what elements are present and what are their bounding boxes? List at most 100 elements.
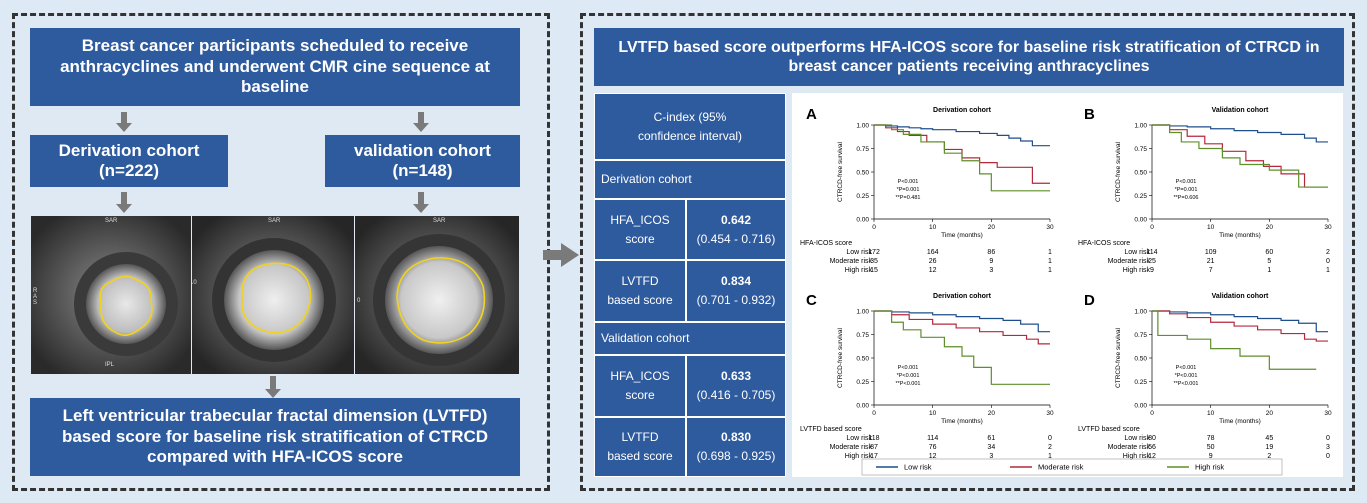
y-tick-label: 0.25 <box>1134 379 1147 386</box>
x-axis-label: Time (months) <box>1219 232 1261 239</box>
x-tick-label: 20 <box>988 410 996 417</box>
x-tick-label: 30 <box>1046 410 1054 417</box>
p-value-label: *P<0.001 <box>1175 373 1198 379</box>
risk-count: 12 <box>1148 453 1156 460</box>
risk-count: 1 <box>1048 453 1052 460</box>
chart-title: Validation cohort <box>1212 293 1269 300</box>
row-ci-hfa-derivation: (0.454 - 0.716) <box>696 231 776 246</box>
risk-count: 1 <box>1267 267 1271 274</box>
risk-row-label: Low risk <box>846 249 872 256</box>
risk-count: 76 <box>929 444 937 451</box>
risk-count: 1 <box>1048 249 1052 256</box>
x-tick-label: 10 <box>929 410 937 417</box>
km-curve-moderate-risk <box>874 310 1050 345</box>
x-tick-label: 20 <box>988 224 996 231</box>
risk-count: 164 <box>927 249 939 256</box>
y-tick-label: 0.25 <box>1134 193 1147 200</box>
x-tick-label: 30 <box>1324 224 1332 231</box>
mri-label-left: R A S <box>33 288 38 306</box>
risk-table-title: LVTFD based score <box>800 426 862 433</box>
row-value-hfa-validation: 0.633 <box>720 369 752 384</box>
y-tick-label: 0.00 <box>856 217 869 224</box>
km-charts-svg: A Derivation cohort 0.00 0.25 0.50 0.75 1.00 0 1… <box>800 106 1332 476</box>
risk-count: 9 <box>1209 453 1213 460</box>
km-curve-high-risk <box>874 310 1050 385</box>
mri-scale-10: 10 <box>192 280 197 286</box>
risk-count: 2 <box>1048 444 1052 451</box>
risk-count: 56 <box>1148 444 1156 451</box>
legend-box <box>861 458 1283 476</box>
risk-count: 26 <box>929 258 937 265</box>
y-axis-label: CTRCD-free survival <box>837 141 844 202</box>
risk-count: 2 <box>1326 249 1330 256</box>
x-axis-label: Time (months) <box>1219 418 1261 425</box>
km-curve-low-risk <box>874 124 1050 147</box>
risk-row-label: High risk <box>845 267 873 274</box>
risk-count: 0 <box>1326 258 1330 265</box>
x-axis-label: Time (months) <box>941 418 983 425</box>
risk-count: 7 <box>1209 267 1213 274</box>
legend-label: High risk <box>1195 463 1224 472</box>
risk-count: 0 <box>1326 435 1330 442</box>
risk-count: 25 <box>1148 258 1156 265</box>
y-tick-label: 0.00 <box>856 403 869 410</box>
mri-label-top-2: SAR <box>268 218 281 224</box>
panel-letter: B <box>1084 106 1095 123</box>
risk-count: 12 <box>929 453 937 460</box>
y-tick-label: 0.00 <box>1134 403 1147 410</box>
x-tick-label: 0 <box>872 410 876 417</box>
table-validation-label: Validation cohort <box>594 322 786 355</box>
risk-row-label: Low risk <box>1124 435 1150 442</box>
y-tick-label: 0.75 <box>856 332 869 339</box>
risk-count: 3 <box>1326 444 1330 451</box>
cmr-image-2: SAR 10 <box>192 216 354 374</box>
p-value-label: *P<0.001 <box>897 373 920 379</box>
y-tick-label: 0.50 <box>1134 170 1147 177</box>
risk-table-title: LVTFD based score <box>1078 426 1140 433</box>
p-value-label: P<0.001 <box>898 365 919 371</box>
risk-row-label: Low risk <box>1124 249 1150 256</box>
risk-row-label: Moderate risk <box>1108 258 1151 265</box>
y-axis-label: CTRCD-free survival <box>1115 141 1122 202</box>
risk-count: 87 <box>870 444 878 451</box>
x-tick-label: 0 <box>1150 224 1154 231</box>
legend-label: Moderate risk <box>1038 463 1084 472</box>
km-curve-moderate-risk <box>1152 310 1328 342</box>
row-value-hfa-derivation: 0.642 <box>720 212 752 227</box>
table-header: C-index (95% confidence interval) <box>594 93 786 160</box>
risk-count: 21 <box>1207 258 1215 265</box>
risk-count: 9 <box>1150 267 1154 274</box>
p-value-label: P<0.001 <box>1176 365 1197 371</box>
panel-letter: A <box>806 106 817 123</box>
row-ci-lvtfd-validation: (0.698 - 0.925) <box>696 449 776 463</box>
risk-table-title: HFA-ICOS score <box>1078 240 1130 247</box>
risk-count: 15 <box>870 267 878 274</box>
y-tick-label: 0.50 <box>856 170 869 177</box>
km-curve-high-risk <box>1152 124 1328 188</box>
km-chart-area: A Derivation cohort 0.00 0.25 0.50 0.75 1.00 0 1… <box>792 93 1343 477</box>
table-header-text: C-index (95% confidence interval) <box>637 109 743 143</box>
risk-count: 1 <box>1048 258 1052 265</box>
risk-count: 45 <box>1265 435 1273 442</box>
risk-count: 34 <box>987 444 995 451</box>
p-value-label: *P=0.001 <box>897 187 920 193</box>
km-curve-high-risk <box>1152 310 1317 370</box>
risk-count: 19 <box>1265 444 1273 451</box>
x-tick-label: 10 <box>1207 410 1215 417</box>
derivation-cohort-title: Derivation cohort <box>58 140 200 160</box>
table-derivation-label: Derivation cohort <box>594 160 786 199</box>
arrow-right-icon <box>543 243 579 267</box>
mri-label-top-3: SAR <box>433 218 446 224</box>
mri-label-bottom: IPL <box>105 362 115 368</box>
risk-count: 118 <box>868 435 879 442</box>
p-value-label: **P=0.606 <box>1174 195 1199 201</box>
validation-cohort-box: validation cohort (n=148) <box>325 135 520 187</box>
row-name-lvtfd-validation: LVTFD based score <box>607 430 673 463</box>
risk-row-label: Low risk <box>846 435 872 442</box>
validation-cohort-n: (n=148) <box>392 161 453 180</box>
row-ci-hfa-validation: (0.416 - 0.705) <box>696 388 776 402</box>
y-tick-label: 0.75 <box>1134 332 1147 339</box>
risk-count: 114 <box>1146 249 1157 256</box>
panel-letter: C <box>806 292 817 309</box>
chart-title: Validation cohort <box>1212 107 1269 114</box>
